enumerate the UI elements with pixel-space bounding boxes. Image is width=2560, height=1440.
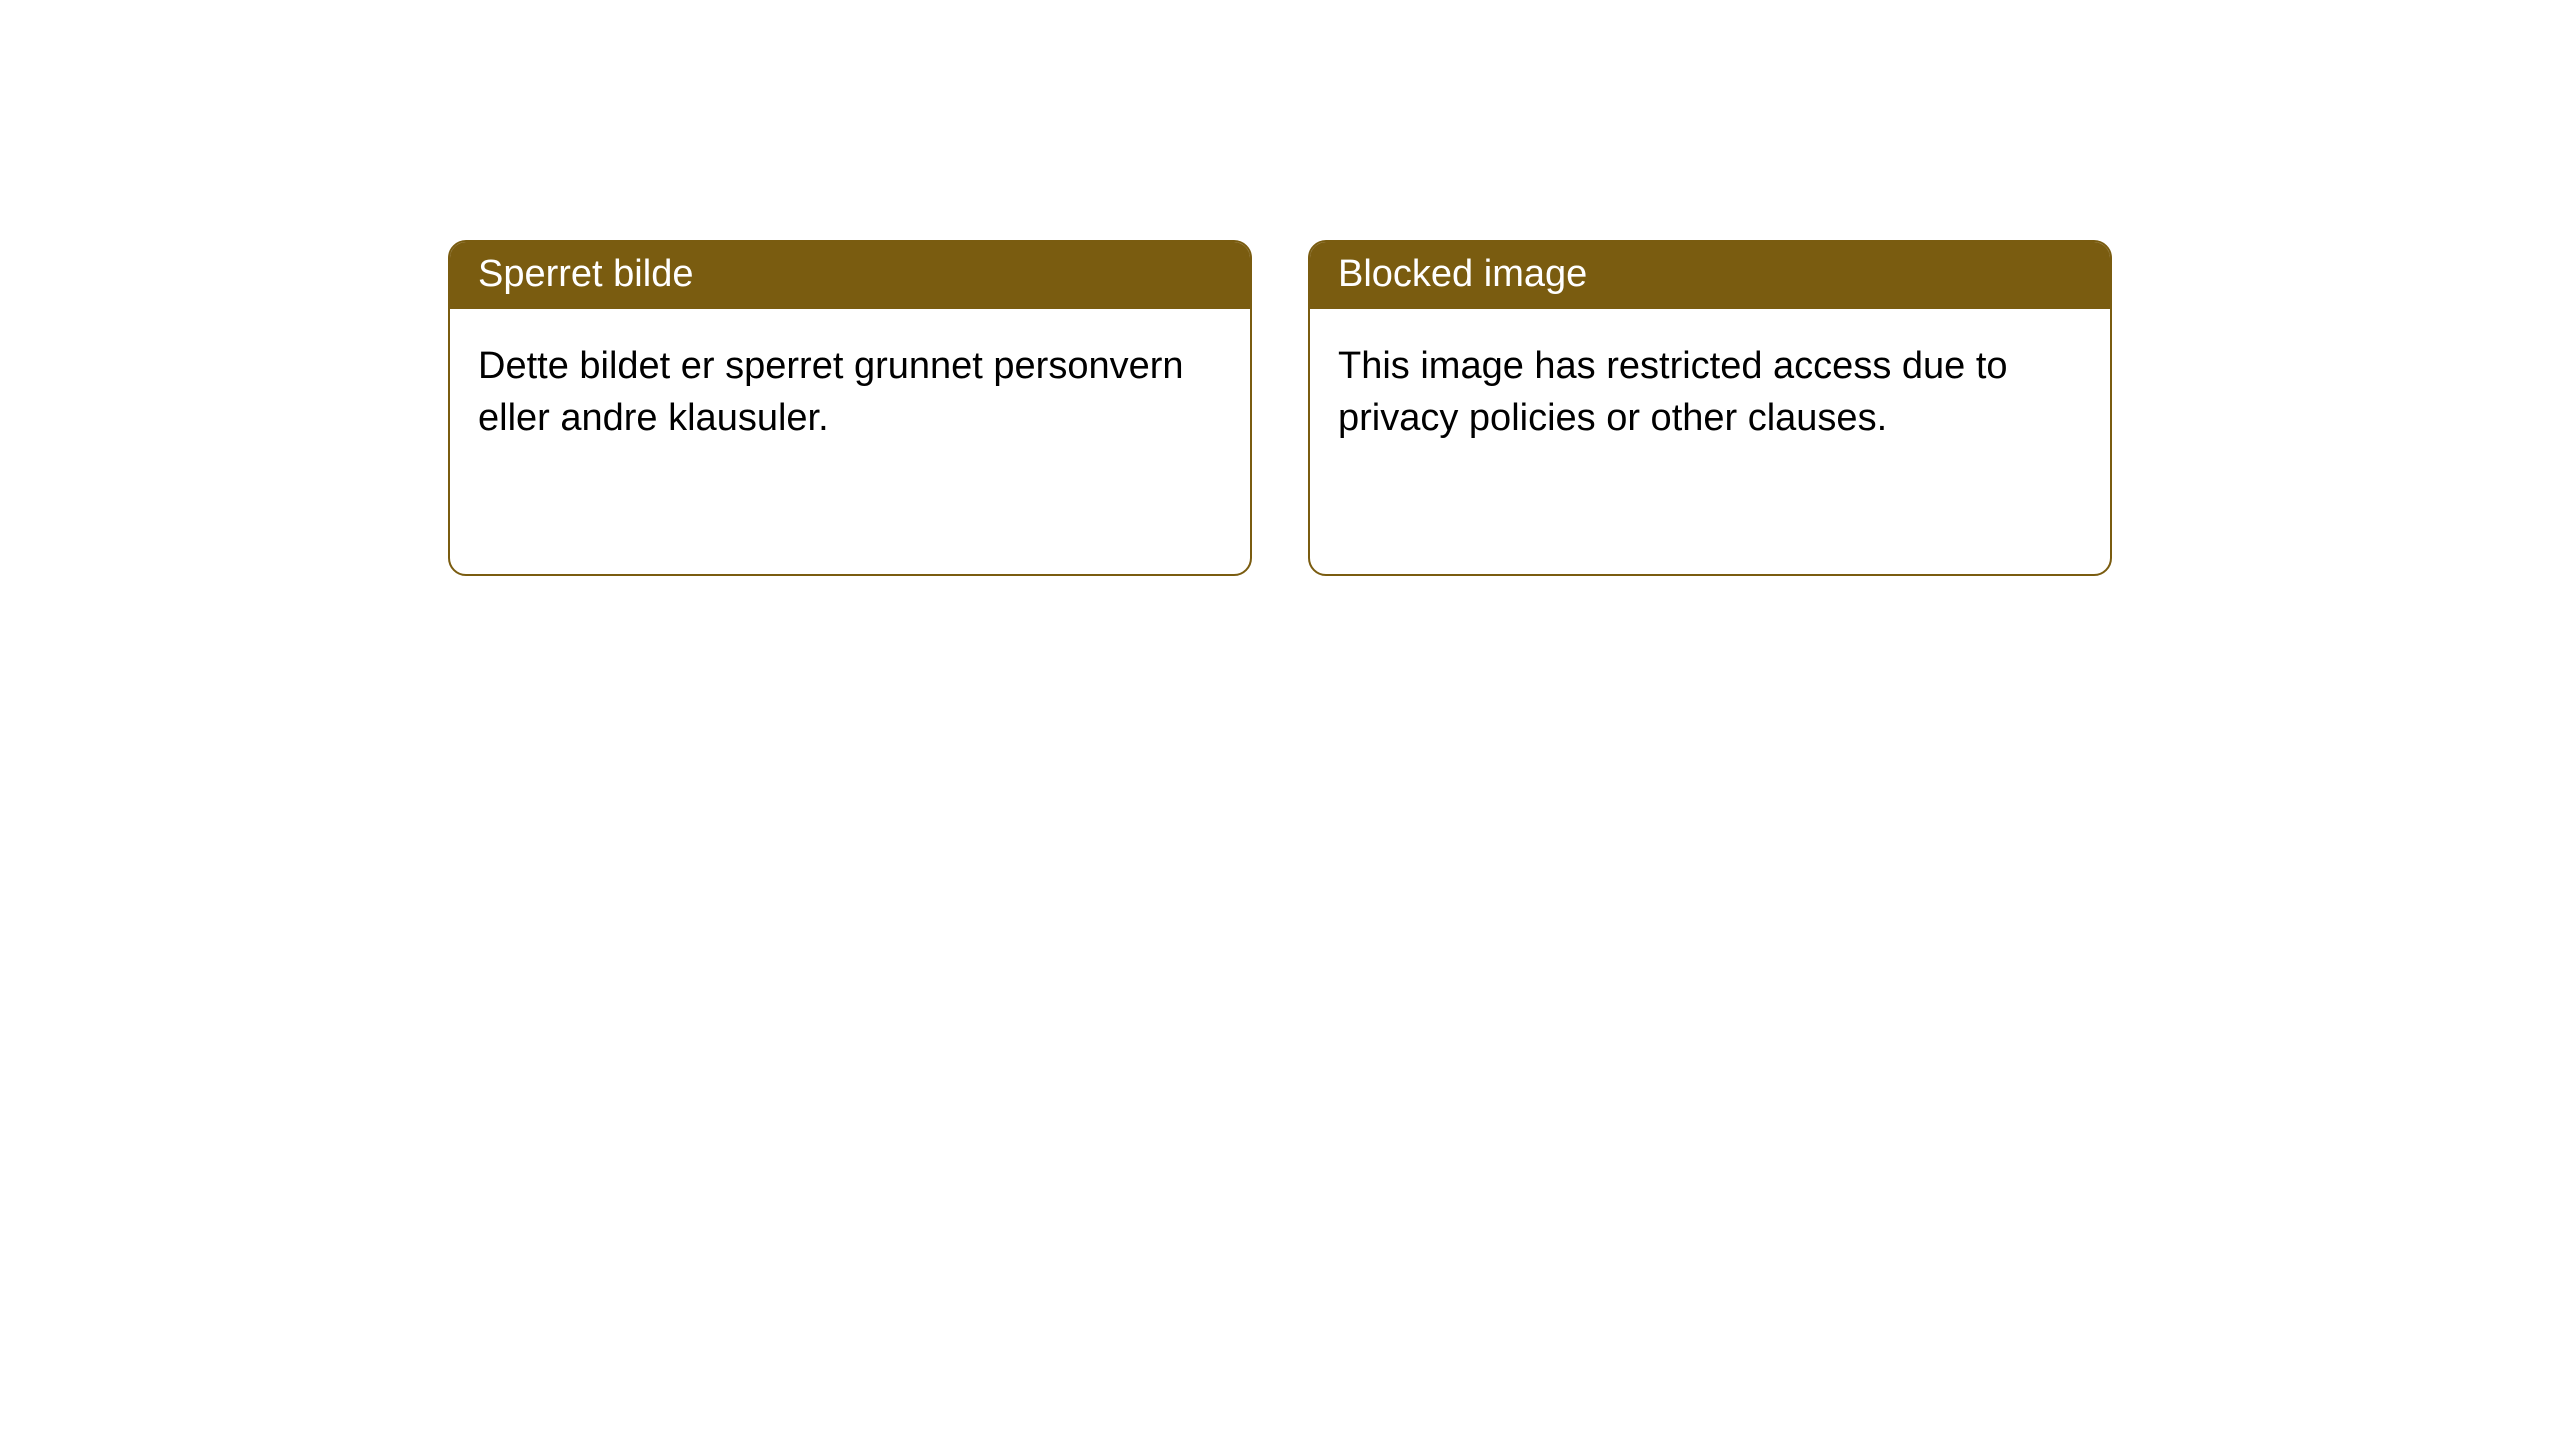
blocked-image-card-en: Blocked image This image has restricted … <box>1308 240 2112 576</box>
cards-container: Sperret bilde Dette bildet er sperret gr… <box>0 0 2560 576</box>
card-body-en: This image has restricted access due to … <box>1310 309 2110 476</box>
blocked-image-card-no: Sperret bilde Dette bildet er sperret gr… <box>448 240 1252 576</box>
card-title-no: Sperret bilde <box>450 242 1250 309</box>
card-body-no: Dette bildet er sperret grunnet personve… <box>450 309 1250 476</box>
card-title-en: Blocked image <box>1310 242 2110 309</box>
